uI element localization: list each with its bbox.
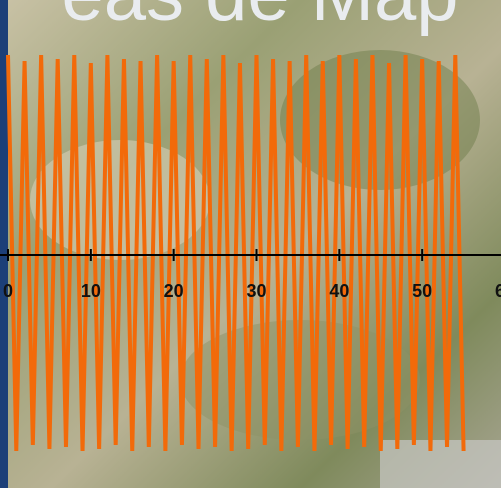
x-tick-label: 30: [246, 281, 266, 301]
x-tick-label: 10: [81, 281, 101, 301]
x-tick-label: 50: [412, 281, 432, 301]
map-patch: [280, 50, 480, 190]
map-road: [380, 440, 501, 488]
x-tick-label: 20: [164, 281, 184, 301]
x-tick-label: 40: [329, 281, 349, 301]
title: eas de Map: [61, 0, 458, 37]
left-border: [0, 0, 8, 488]
x-tick-label: 60: [495, 281, 501, 301]
data-line: [6, 54, 466, 452]
x-tick-label: 0: [3, 281, 13, 301]
